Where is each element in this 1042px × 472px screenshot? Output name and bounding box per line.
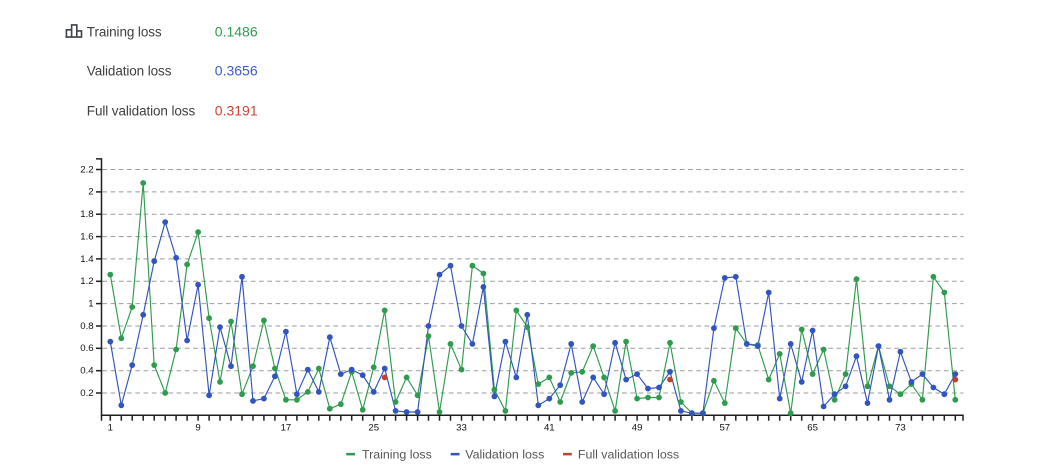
svg-text:0.2: 0.2 xyxy=(80,388,93,399)
svg-text:Training loss: Training loss xyxy=(362,447,432,461)
svg-text:73: 73 xyxy=(895,423,906,434)
svg-text:17: 17 xyxy=(281,423,292,434)
svg-text:Training loss: Training loss xyxy=(87,24,162,39)
svg-text:0.3656: 0.3656 xyxy=(215,62,258,78)
svg-text:2.2: 2.2 xyxy=(80,164,93,175)
svg-text:Validation loss: Validation loss xyxy=(465,447,544,461)
svg-text:1: 1 xyxy=(88,298,93,309)
svg-text:Full validation loss: Full validation loss xyxy=(578,447,679,461)
svg-text:Full validation loss: Full validation loss xyxy=(87,104,196,119)
svg-text:0.3191: 0.3191 xyxy=(215,103,258,119)
svg-text:0.6: 0.6 xyxy=(80,343,93,354)
svg-text:33: 33 xyxy=(456,423,467,434)
svg-text:0.4: 0.4 xyxy=(80,366,94,377)
svg-text:0.1486: 0.1486 xyxy=(215,23,258,39)
svg-text:1: 1 xyxy=(108,423,113,434)
svg-text:Validation loss: Validation loss xyxy=(87,63,172,78)
svg-text:1.8: 1.8 xyxy=(80,209,93,220)
svg-text:1.2: 1.2 xyxy=(80,276,93,287)
svg-text:49: 49 xyxy=(632,423,643,434)
svg-text:65: 65 xyxy=(807,423,818,434)
svg-text:25: 25 xyxy=(368,423,379,434)
svg-text:9: 9 xyxy=(195,423,200,434)
svg-text:2: 2 xyxy=(88,187,93,198)
svg-text:1.6: 1.6 xyxy=(80,231,93,242)
svg-text:0.8: 0.8 xyxy=(80,321,93,332)
svg-text:57: 57 xyxy=(719,423,730,434)
svg-text:41: 41 xyxy=(544,423,555,434)
svg-text:1.4: 1.4 xyxy=(80,254,94,265)
